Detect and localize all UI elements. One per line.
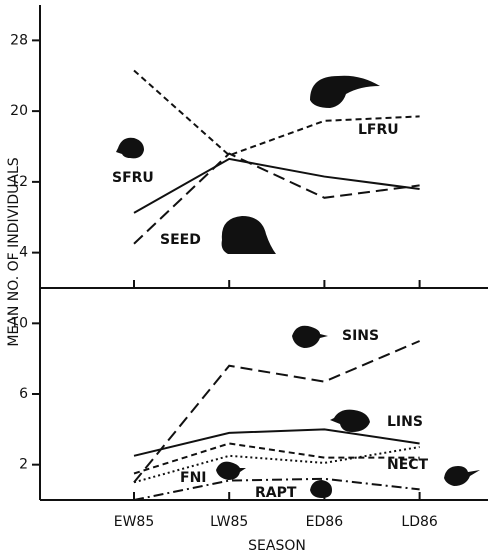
x-tick-label: LW85 bbox=[210, 514, 248, 530]
x-axis-label: SEASON bbox=[248, 538, 306, 554]
bird-icons bbox=[116, 75, 480, 498]
series-label: NECT bbox=[387, 457, 429, 473]
line bbox=[133, 442, 420, 475]
series-label: SFRU bbox=[112, 170, 154, 186]
y-tick-label: 20 bbox=[10, 103, 28, 119]
line bbox=[133, 157, 420, 214]
icon bbox=[444, 466, 480, 486]
icon bbox=[310, 75, 380, 108]
series-label: RAPT bbox=[255, 485, 297, 501]
series-label: LINS bbox=[387, 414, 423, 430]
icon bbox=[292, 325, 328, 348]
line bbox=[133, 152, 420, 245]
y-axis-label: MEAN NO. OF INDIVIDUALS bbox=[6, 157, 22, 346]
line bbox=[133, 428, 420, 457]
icon bbox=[116, 137, 144, 159]
series-label: FNI bbox=[180, 470, 207, 486]
y-tick-label: 12 bbox=[10, 174, 28, 190]
series-label: SINS bbox=[342, 328, 379, 344]
y-tick-label: 2 bbox=[19, 457, 28, 473]
icon bbox=[221, 216, 276, 254]
y-tick-label: 10 bbox=[10, 315, 28, 331]
x-tick-label: LD86 bbox=[401, 514, 437, 530]
line bbox=[133, 446, 420, 484]
y-tick-label: 6 bbox=[19, 386, 28, 402]
x-tick-label: EW85 bbox=[114, 514, 155, 530]
line bbox=[133, 340, 420, 483]
series-label: LFRU bbox=[358, 122, 399, 138]
icon bbox=[330, 409, 370, 432]
y-tick-label: 28 bbox=[10, 32, 28, 48]
x-tick-label: ED86 bbox=[306, 514, 344, 530]
icon bbox=[310, 480, 332, 498]
line bbox=[133, 477, 420, 501]
series-label: SEED bbox=[160, 232, 201, 248]
line bbox=[133, 69, 420, 157]
y-tick-label: 4 bbox=[19, 245, 28, 261]
icon bbox=[216, 461, 246, 480]
